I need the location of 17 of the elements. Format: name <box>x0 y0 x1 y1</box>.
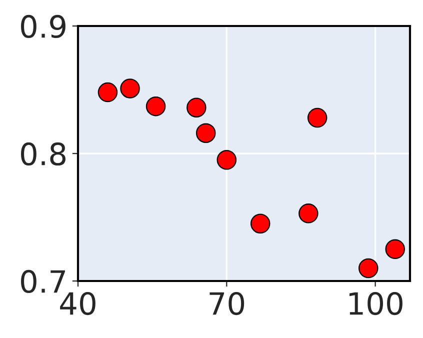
x-tick-label: 40 <box>60 292 96 316</box>
point <box>146 96 166 116</box>
x-tick-label: 70 <box>210 292 244 316</box>
point <box>250 214 270 234</box>
point <box>358 258 378 278</box>
point <box>98 82 118 102</box>
point <box>120 78 140 98</box>
point <box>216 150 237 170</box>
y-tick-label: 0.9 <box>21 14 66 38</box>
point <box>196 123 216 143</box>
x-tick-label: 100 <box>350 292 402 316</box>
y-tick-label: 0.8 <box>21 142 66 166</box>
point <box>298 204 318 224</box>
point <box>307 108 328 128</box>
point <box>385 239 406 259</box>
point <box>186 98 206 118</box>
y-tick-label: 0.7 <box>21 270 65 294</box>
